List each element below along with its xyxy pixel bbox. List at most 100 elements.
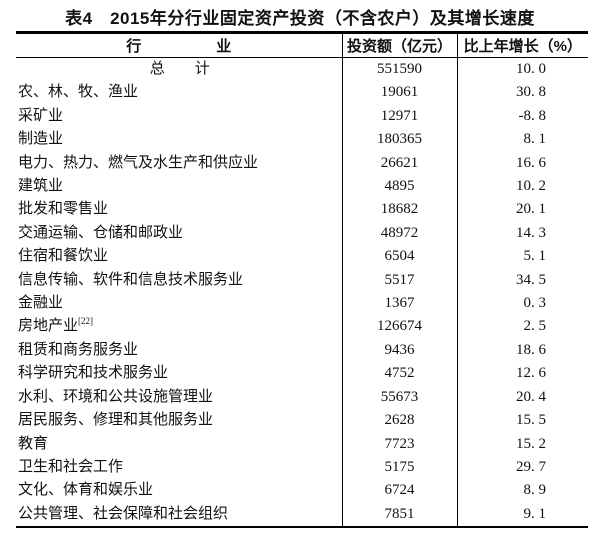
- growth-cell: 8. 9: [523, 482, 547, 499]
- industry-cell: 科学研究和技术服务业: [16, 362, 342, 385]
- col-header-investment: 投资额（亿元）: [341, 32, 458, 58]
- industry-label: 信息传输、软件和信息技术服务业: [18, 271, 244, 288]
- industry-label: 公共管理、社会保障和社会组织: [18, 505, 229, 522]
- industry-cell: 租赁和商务服务业: [16, 339, 342, 362]
- table-row: 文化、体育和娱乐业 6724 8. 9: [16, 479, 588, 503]
- table-row: 批发和零售业 18682 20. 1: [16, 198, 588, 222]
- table-row: 住宿和餐饮业 6504 5. 1: [16, 245, 588, 269]
- investment-cell: 18682: [341, 198, 458, 222]
- investment-cell: 6504: [341, 245, 458, 269]
- table-row: 教育 7723 15. 2: [16, 432, 588, 456]
- col-header-growth: 比上年增长（%）: [457, 32, 588, 58]
- col-header-industry: 行 业: [16, 32, 342, 58]
- industry-label: 批发和零售业: [18, 201, 109, 218]
- investment-cell: 2628: [341, 409, 458, 433]
- growth-cell: 18. 6: [516, 341, 546, 358]
- industry-cell: 采矿业: [16, 105, 342, 128]
- industry-label: 农、林、牧、渔业: [18, 84, 139, 101]
- industry-cell: 总 计: [16, 58, 342, 82]
- industry-cell: 公共管理、社会保障和社会组织: [16, 503, 342, 527]
- growth-cell: 29. 7: [516, 458, 546, 475]
- investment-cell: 19061: [341, 81, 458, 105]
- investment-cell: 7851: [341, 502, 458, 528]
- industry-cell: 电力、热力、燃气及水生产和供应业: [16, 152, 342, 175]
- industry-label: 建筑业: [18, 178, 64, 195]
- growth-cell: 0. 3: [523, 295, 547, 312]
- table-row: 房地产业[22] 126674 2. 5: [16, 315, 588, 339]
- industry-cell: 批发和零售业: [16, 198, 342, 221]
- industry-label: 水利、环境和公共设施管理业: [18, 388, 214, 405]
- industry-cell: 农、林、牧、渔业: [16, 81, 342, 104]
- table-row: 租赁和商务服务业 9436 18. 6: [16, 338, 588, 363]
- industry-label: 住宿和餐饮业: [18, 248, 109, 265]
- table-row: 居民服务、修理和其他服务业 2628 15. 5: [16, 409, 588, 433]
- industry-label: 居民服务、修理和其他服务业: [18, 412, 214, 429]
- investment-cell: 551590: [341, 57, 458, 82]
- table-row: 卫生和社会工作 5175 29. 7: [16, 455, 588, 480]
- investment-cell: 5517: [341, 268, 458, 293]
- table-row: 电力、热力、燃气及水生产和供应业 26621 16. 6: [16, 151, 588, 176]
- table-title: 表4 2015年分行业固定资产投资（不含农户）及其增长速度: [65, 9, 535, 28]
- investment-cell: 126674: [341, 315, 458, 339]
- growth-cell: 9. 1: [523, 505, 547, 522]
- investment-cell: 7723: [341, 432, 458, 456]
- investment-cell: 180365: [341, 128, 458, 152]
- investment-cell: 55673: [341, 385, 458, 410]
- investment-cell: 26621: [341, 151, 458, 176]
- growth-cell: 15. 5: [516, 412, 546, 429]
- table-row: 科学研究和技术服务业 4752 12. 6: [16, 362, 588, 386]
- industry-label: 电力、热力、燃气及水生产和供应业: [18, 154, 259, 171]
- growth-cell: 15. 2: [516, 435, 546, 452]
- industry-label: 租赁和商务服务业: [18, 341, 139, 358]
- industry-cell: 居民服务、修理和其他服务业: [16, 409, 342, 432]
- investment-cell: 48972: [341, 221, 458, 246]
- growth-cell: 12. 6: [516, 365, 546, 382]
- industry-cell: 房地产业[22]: [16, 315, 342, 338]
- growth-cell: 34. 5: [516, 271, 546, 288]
- industry-cell: 水利、环境和公共设施管理业: [16, 386, 342, 409]
- industry-label: 金融业: [18, 295, 64, 312]
- investment-cell: 4895: [341, 175, 458, 199]
- table-row: 采矿业 12971 -8. 8: [16, 104, 588, 129]
- industry-cell: 建筑业: [16, 175, 342, 198]
- table-row: 建筑业 4895 10. 2: [16, 175, 588, 199]
- industry-label: 总 计: [149, 61, 210, 77]
- industry-label: 文化、体育和娱乐业: [18, 482, 154, 499]
- industry-cell: 卫生和社会工作: [16, 456, 342, 479]
- growth-cell: 10. 0: [516, 61, 546, 77]
- table-row: 农、林、牧、渔业 19061 30. 8: [16, 81, 588, 105]
- growth-cell: 20. 4: [516, 388, 546, 405]
- industry-cell: 教育: [16, 433, 342, 456]
- investment-cell: 1367: [341, 292, 458, 316]
- industry-label: 教育: [18, 435, 49, 452]
- industry-cell: 信息传输、软件和信息技术服务业: [16, 269, 342, 292]
- industry-label: 制造业: [18, 131, 64, 148]
- header-row: 行 业 投资额（亿元） 比上年增长（%）: [16, 32, 588, 58]
- investment-cell: 12971: [341, 104, 458, 129]
- industry-label: 卫生和社会工作: [18, 458, 124, 475]
- industry-cell: 文化、体育和娱乐业: [16, 479, 342, 502]
- investment-cell: 4752: [341, 362, 458, 386]
- industry-label: 科学研究和技术服务业: [18, 365, 169, 382]
- footnote-ref: [22]: [78, 316, 94, 327]
- table-row: 制造业 180365 8. 1: [16, 128, 588, 152]
- table-row: 交通运输、仓储和邮政业 48972 14. 3: [16, 221, 588, 246]
- table-row: 金融业 1367 0. 3: [16, 292, 588, 316]
- investment-cell: 5175: [341, 455, 458, 480]
- growth-cell: 10. 2: [516, 178, 546, 195]
- industry-cell: 交通运输、仓储和邮政业: [16, 222, 342, 245]
- industry-label: 房地产业: [18, 318, 79, 335]
- growth-cell: 2. 5: [523, 318, 547, 335]
- table-row: 公共管理、社会保障和社会组织 7851 9. 1: [16, 502, 588, 528]
- growth-cell: -8. 8: [518, 107, 547, 124]
- investment-cell: 6724: [341, 479, 458, 503]
- table-row: 水利、环境和公共设施管理业 55673 20. 4: [16, 385, 588, 410]
- investment-cell: 9436: [341, 338, 458, 363]
- industry-cell: 制造业: [16, 128, 342, 151]
- industry-cell: 金融业: [16, 292, 342, 315]
- growth-cell: 20. 1: [516, 201, 546, 218]
- growth-cell: 16. 6: [516, 154, 546, 171]
- growth-cell: 5. 1: [523, 248, 547, 265]
- industry-label: 交通运输、仓储和邮政业: [18, 224, 184, 241]
- industry-cell: 住宿和餐饮业: [16, 245, 342, 268]
